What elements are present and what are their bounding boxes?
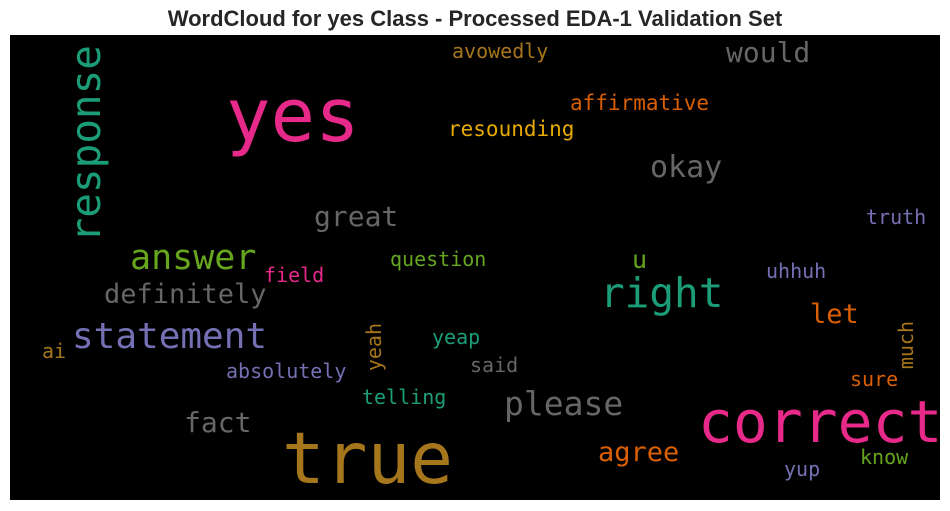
word-much: much [894,321,918,370]
word-response: response [62,45,110,243]
word-know: know [860,445,909,469]
word-correct: correct [698,388,940,456]
word-answer: answer [130,238,257,278]
word-yup: yup [784,457,821,481]
word-truth: truth [866,205,927,229]
word-field: field [264,263,325,287]
word-let: let [810,299,859,330]
word-avowedly: avowedly [452,39,549,63]
word-would: would [726,36,811,69]
word-affirmative: affirmative [570,91,710,115]
word-statement: statement [72,316,268,357]
wordcloud-canvas: yes true correct response right statement answ… [10,35,940,500]
word-u: u [632,245,648,274]
word-fact: fact [184,406,252,439]
word-resounding: resounding [448,117,575,141]
word-definitely: definitely [104,279,267,310]
word-sure: sure [850,367,899,391]
word-yes: yes [226,73,360,159]
word-okay: okay [650,150,723,185]
word-question: question [390,247,487,271]
word-absolutely: absolutely [226,359,347,383]
word-great: great [314,200,399,233]
word-ai: ai [42,339,67,363]
word-please: please [504,384,624,423]
word-telling: telling [362,385,447,409]
word-agree: agree [598,437,680,468]
chart-title: WordCloud for yes Class - Processed EDA-… [167,6,783,31]
word-true: true [282,417,453,500]
word-yeap: yeap [432,325,481,349]
word-said: said [470,353,519,377]
word-yeah: yeah [362,323,386,372]
word-uhhuh: uhhuh [766,259,827,283]
word-right: right [600,269,724,317]
